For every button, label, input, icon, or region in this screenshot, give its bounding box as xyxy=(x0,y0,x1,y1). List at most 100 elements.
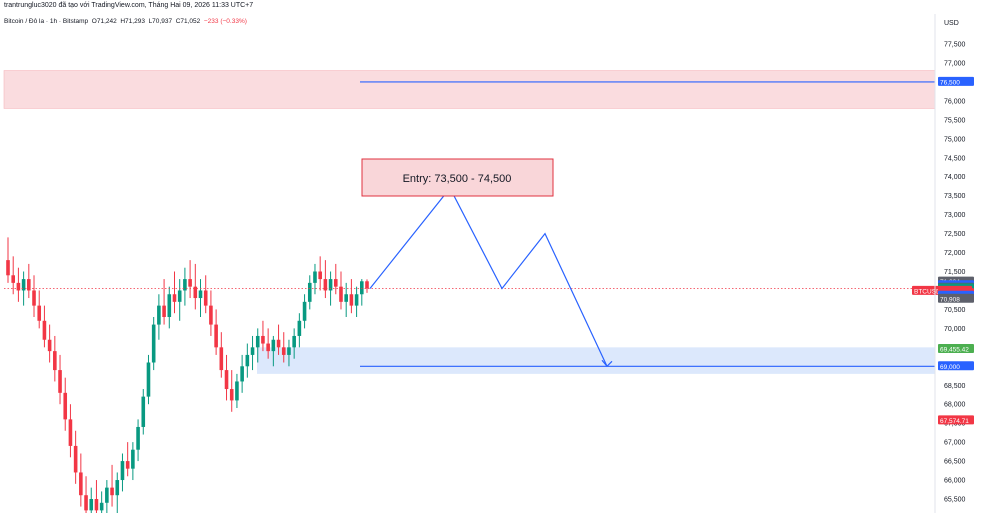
candle-body xyxy=(172,294,177,302)
ohlc-low: L70,937 xyxy=(148,18,173,25)
candle-body xyxy=(63,392,68,420)
y-tick-label: 65,500 xyxy=(944,497,966,504)
candle-body xyxy=(292,335,296,348)
candle-body xyxy=(99,502,104,511)
candle-body xyxy=(177,290,182,302)
price-tag-label: 76,500 xyxy=(940,79,960,86)
ohlc-high: H71,293 xyxy=(120,18,145,25)
candle-body xyxy=(328,279,333,291)
candle-body xyxy=(359,281,364,295)
price-tag xyxy=(938,415,974,425)
candle-body xyxy=(240,366,244,382)
candle-body xyxy=(235,381,239,401)
candle-body xyxy=(250,347,255,355)
entry-annotation-label: Entry: 73,500 - 74,500 xyxy=(403,173,512,185)
ohlc-change: −233 (−0.33%) xyxy=(203,18,247,25)
candle-body xyxy=(245,354,250,367)
candle-body xyxy=(333,279,338,287)
resistance-zone xyxy=(4,70,935,109)
price-tag-label: 70,908 xyxy=(940,296,960,303)
y-tick-label: 73,000 xyxy=(944,212,966,219)
candle-body xyxy=(281,347,286,355)
y-tick-label: 68,500 xyxy=(944,383,966,390)
y-tick-label: 76,000 xyxy=(944,98,966,105)
symbol-info: Bitcoin / Đô la · 1h · Bitstamp O71,242 … xyxy=(4,18,247,25)
y-tick-label: 70,500 xyxy=(944,307,966,314)
y-tick-label: 74,500 xyxy=(944,155,966,162)
candle-body xyxy=(255,335,260,348)
entry-annotation-box xyxy=(361,158,554,197)
candle-body xyxy=(344,294,348,302)
y-tick-label: 67,000 xyxy=(944,440,966,447)
candle-body xyxy=(307,282,312,302)
candle-body xyxy=(37,305,42,321)
candle-body xyxy=(214,324,218,348)
candle-body xyxy=(365,281,369,289)
candle-body xyxy=(79,472,83,496)
candle-body xyxy=(136,426,140,450)
candle-body xyxy=(271,339,276,352)
ohlc-open: O71,242 xyxy=(91,18,117,25)
candle-body xyxy=(302,301,307,321)
candle-body xyxy=(287,347,291,355)
candle-body xyxy=(146,362,151,397)
candle-body xyxy=(125,461,130,469)
candle-body xyxy=(276,339,281,348)
candle-body xyxy=(339,286,343,302)
price-tag xyxy=(938,344,974,354)
candle-body xyxy=(58,370,62,393)
candle-body xyxy=(11,275,16,283)
y-tick-label: 72,000 xyxy=(944,250,966,257)
projection-arrow xyxy=(601,359,613,368)
candle-body xyxy=(167,294,172,317)
y-tick-label: 66,500 xyxy=(944,459,966,466)
candle-body xyxy=(354,294,359,306)
candle-body xyxy=(151,324,156,363)
candle-body xyxy=(73,445,78,473)
candle-body xyxy=(209,305,213,325)
candle-body xyxy=(131,449,135,469)
chart-attribution: trantrungluc3020 đã tạo với TradingView.… xyxy=(4,2,254,9)
candle-body xyxy=(313,271,317,283)
candle-body xyxy=(318,271,322,280)
candle-body xyxy=(21,279,26,291)
candle-body xyxy=(229,389,234,401)
y-tick-label: 71,500 xyxy=(944,269,966,276)
candle-body xyxy=(94,499,99,511)
candle-body xyxy=(219,347,224,371)
candle-body xyxy=(115,480,120,496)
y-tick-label: 70,000 xyxy=(944,326,966,333)
candle-body xyxy=(42,320,47,340)
price-tag-label: 67,574.71 xyxy=(940,418,969,425)
candle-body xyxy=(84,495,88,511)
candle-body xyxy=(157,305,161,325)
support-zone xyxy=(257,347,935,374)
candle-body xyxy=(141,396,146,427)
projection-path xyxy=(369,186,608,367)
candle-body xyxy=(183,279,187,291)
y-tick-label: 73,500 xyxy=(944,193,966,200)
candle-body xyxy=(120,461,125,481)
candle-body xyxy=(198,290,203,299)
candle-body xyxy=(349,294,354,306)
candle-body xyxy=(266,343,270,352)
candle-body xyxy=(297,320,302,336)
candle-body xyxy=(203,290,208,306)
y-tick-label: 77,500 xyxy=(944,42,966,49)
price-tag-label: 69,000 xyxy=(940,364,960,371)
ohlc-close: C71,052 xyxy=(175,18,201,25)
candle-body xyxy=(68,419,73,446)
y-tick-label: 74,000 xyxy=(944,174,966,181)
candle-body xyxy=(323,279,328,291)
candle-body xyxy=(53,351,57,371)
symbol-name: Bitcoin / Đô la · 1h · Bitstamp xyxy=(4,18,89,25)
price-tag xyxy=(938,361,974,371)
y-tick-label: 66,000 xyxy=(944,478,966,485)
price-tag-label: 69,455.42 xyxy=(940,347,969,354)
candle-body xyxy=(188,279,192,287)
price-tag xyxy=(938,76,974,86)
y-tick-label: 75,500 xyxy=(944,117,966,124)
candle-body xyxy=(47,339,52,352)
axis-currency: USD xyxy=(944,20,959,27)
